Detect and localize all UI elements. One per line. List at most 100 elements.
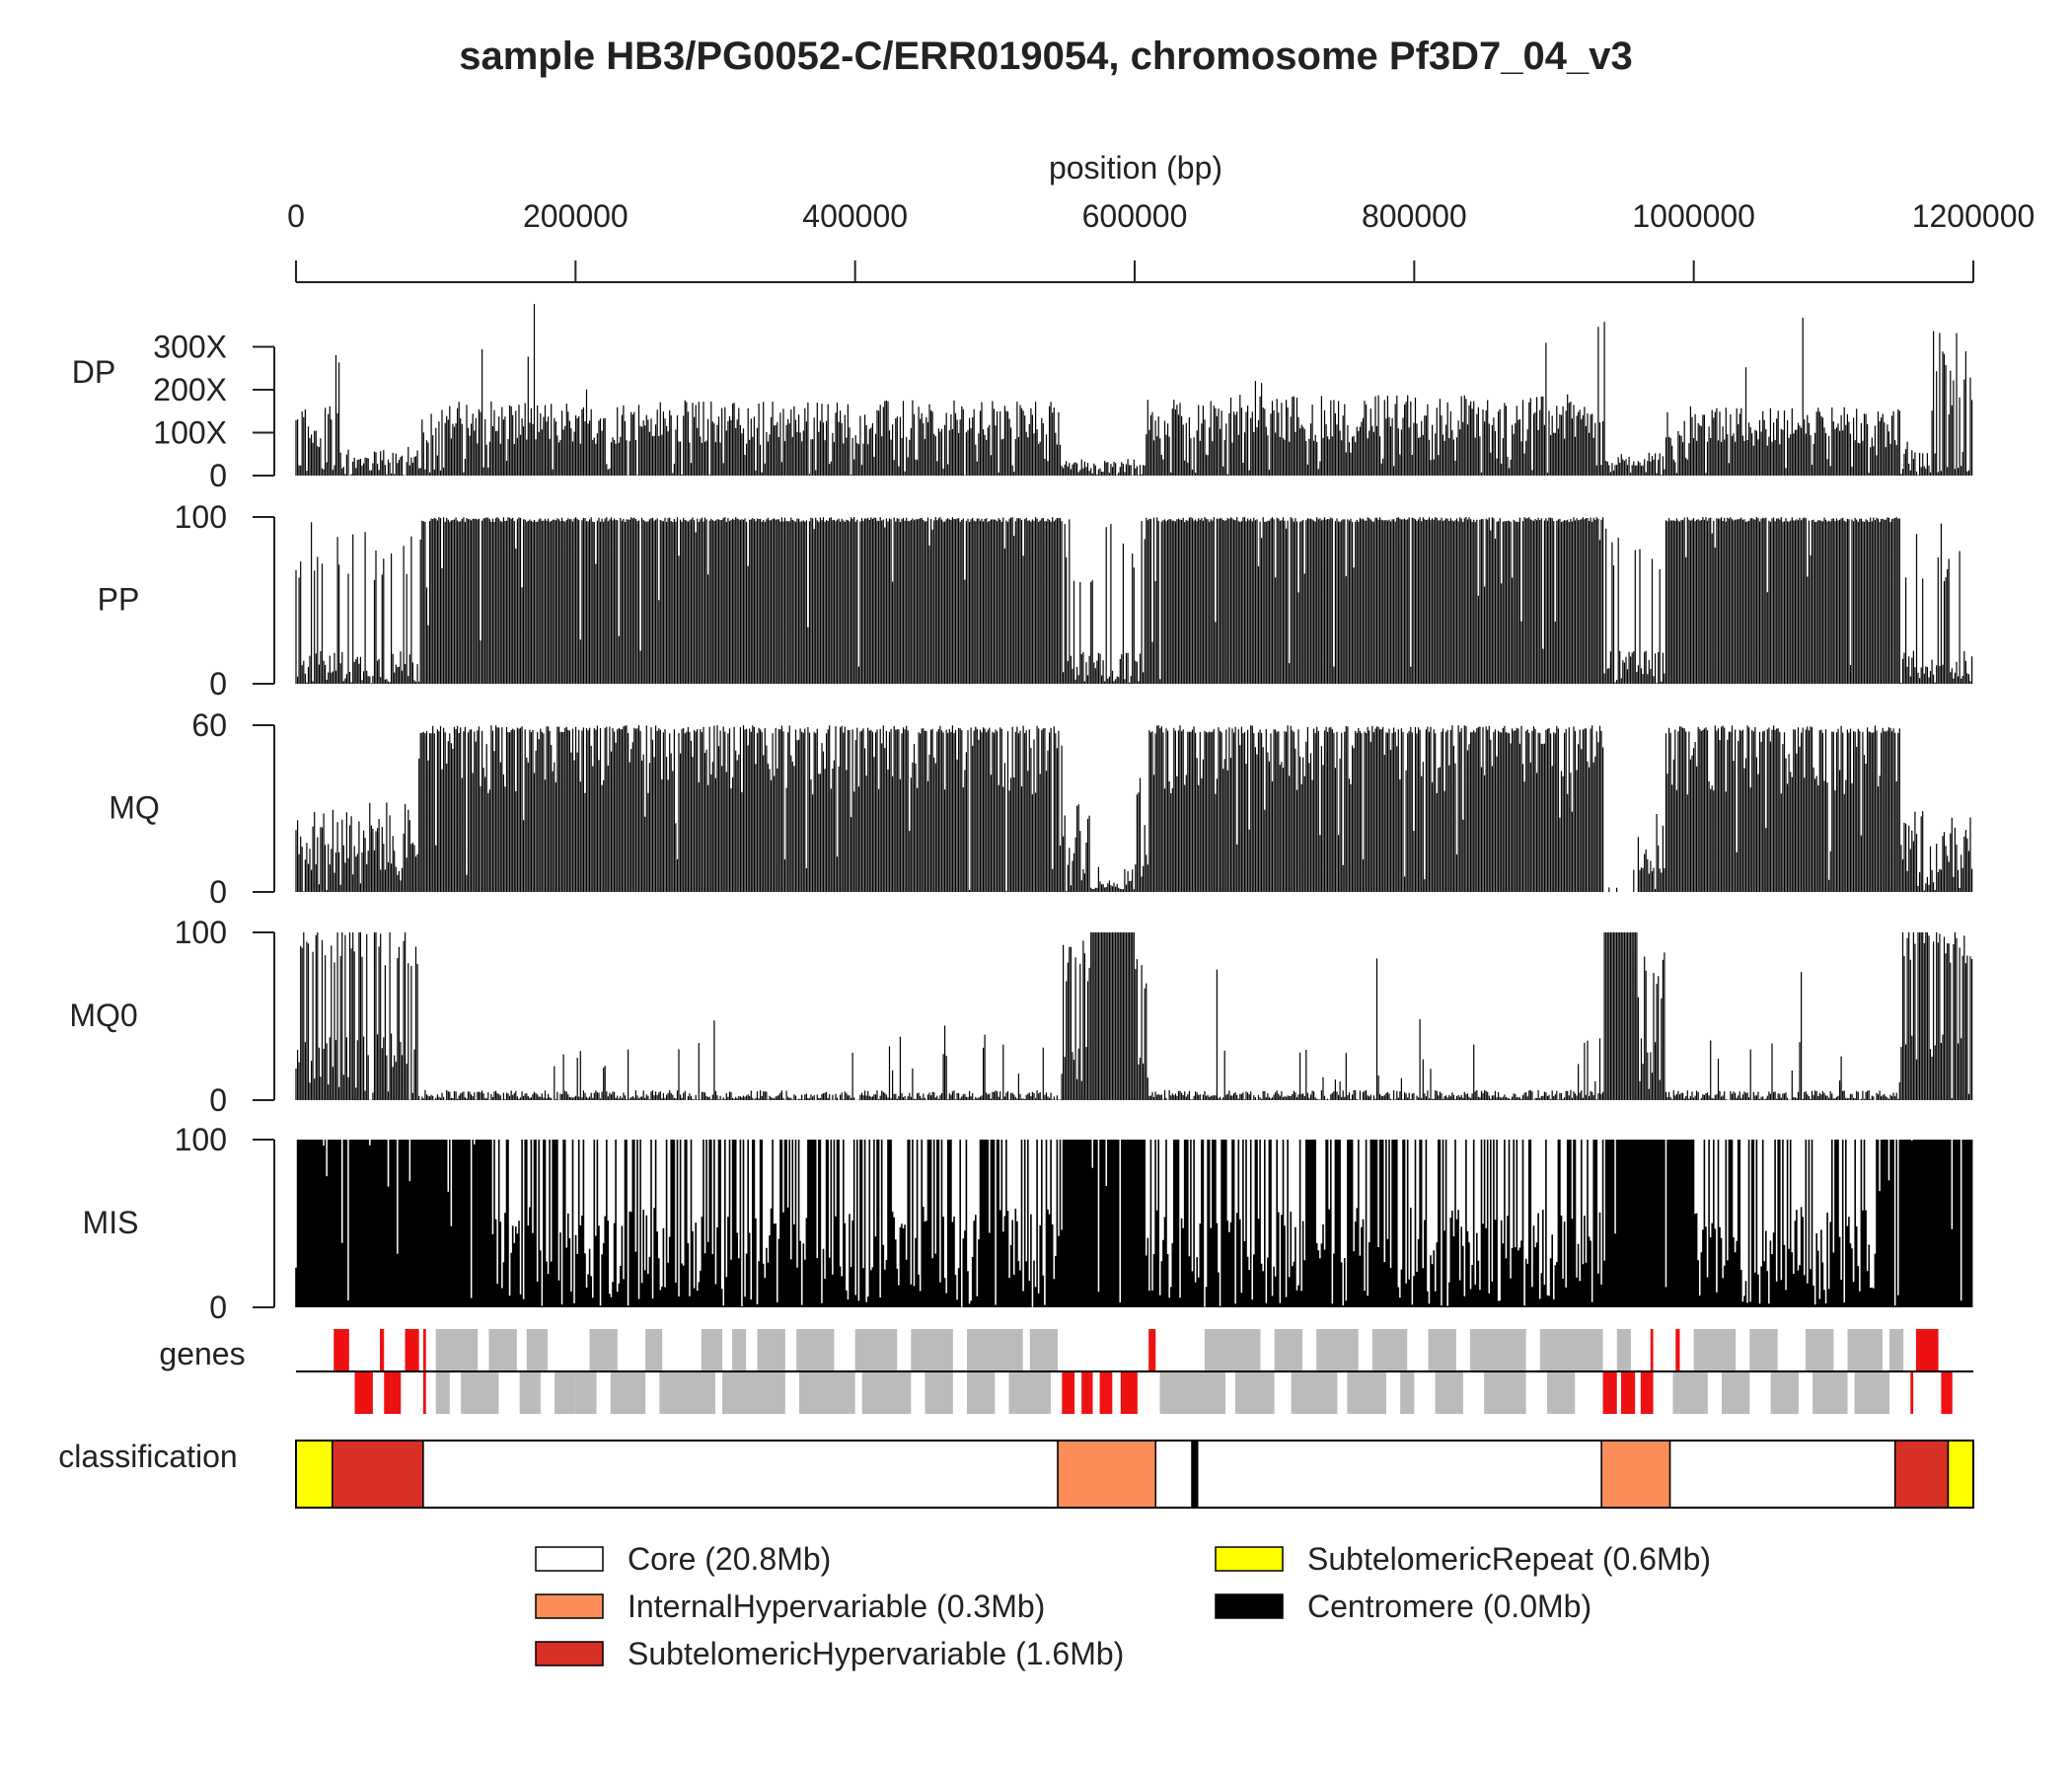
x-tick-label: 0 bbox=[287, 198, 305, 234]
track-pp: 0 100 PP bbox=[98, 499, 1973, 702]
y-tick-label: 100 bbox=[175, 915, 227, 950]
gene-forward bbox=[1847, 1329, 1883, 1370]
gene-reverse-hypervariable bbox=[422, 1372, 426, 1414]
gene-reverse bbox=[967, 1372, 996, 1414]
gene-forward-hypervariable bbox=[1675, 1329, 1680, 1370]
gene-reverse bbox=[722, 1372, 785, 1414]
legend: Core (20.8Mb) InternalHypervariable (0.3M… bbox=[535, 1541, 1711, 1671]
y-tick-label: 0 bbox=[209, 458, 227, 493]
track-signal-dp bbox=[295, 304, 1973, 476]
gene-forward bbox=[854, 1329, 898, 1370]
gene-forward bbox=[1316, 1329, 1359, 1370]
y-tick-label: 0 bbox=[209, 1290, 227, 1325]
gene-forward bbox=[1693, 1329, 1737, 1370]
gene-forward-hypervariable bbox=[1650, 1329, 1654, 1370]
chart-title: sample HB3/PG0052-C/ERR019054, chromosom… bbox=[459, 35, 1633, 78]
gene-reverse-hypervariable bbox=[1099, 1372, 1113, 1414]
gene-reverse bbox=[659, 1372, 715, 1414]
track-signal-mis bbox=[295, 1140, 1973, 1307]
gene-track: genes bbox=[159, 1329, 1973, 1414]
gene-forward bbox=[732, 1329, 747, 1370]
gene-reverse bbox=[1546, 1372, 1576, 1414]
x-axis: 0 200000 400000 600000 800000 1000000 1200000 bbox=[287, 198, 2035, 283]
classification-segment-subtelomericrepeat bbox=[295, 1440, 333, 1509]
gene-reverse-hypervariable bbox=[1910, 1372, 1914, 1414]
gene-reverse-hypervariable bbox=[1640, 1372, 1654, 1414]
legend-label: InternalHypervariable (0.3Mb) bbox=[628, 1589, 1045, 1624]
gene-reverse bbox=[1722, 1372, 1750, 1414]
legend-swatch-subtelomerichypervariable bbox=[535, 1641, 604, 1666]
legend-label: Centromere (0.0Mb) bbox=[1307, 1589, 1591, 1624]
classification-segment-internalhypervariable bbox=[1057, 1440, 1157, 1509]
classification-segment-core bbox=[1668, 1440, 1896, 1509]
gene-reverse-hypervariable bbox=[1621, 1372, 1636, 1414]
x-tick-label: 600000 bbox=[1082, 198, 1188, 234]
legend-swatch-subtelomericrepeat bbox=[1215, 1546, 1284, 1572]
gene-reverse-hypervariable bbox=[1602, 1372, 1617, 1414]
y-tick-label: 200X bbox=[153, 372, 227, 407]
classification-segment-centromere bbox=[1191, 1440, 1199, 1509]
x-tick-label: 1000000 bbox=[1632, 198, 1755, 234]
gene-forward bbox=[1470, 1329, 1526, 1370]
track-name: MQ0 bbox=[69, 998, 137, 1033]
y-tick-label: 100X bbox=[153, 415, 227, 451]
gene-reverse bbox=[1400, 1372, 1415, 1414]
gene-reverse bbox=[861, 1372, 912, 1414]
gene-forward bbox=[526, 1329, 548, 1370]
gene-forward-hypervariable bbox=[1915, 1329, 1939, 1370]
gene-reverse bbox=[1235, 1372, 1275, 1414]
gene-reverse bbox=[555, 1372, 576, 1414]
gene-forward-hypervariable bbox=[333, 1329, 349, 1370]
gene-reverse bbox=[461, 1372, 499, 1414]
classification-segment-subtelomerichypervariable bbox=[1893, 1440, 1950, 1509]
track-mq: 0 60 MQ bbox=[109, 707, 1973, 910]
y-tick-label: 300X bbox=[153, 330, 227, 365]
track-name: MQ bbox=[109, 790, 160, 826]
classification-frame bbox=[295, 1440, 1974, 1509]
x-tick-label: 800000 bbox=[1362, 198, 1467, 234]
track-signal-mq bbox=[295, 725, 1973, 892]
gene-reverse-hypervariable bbox=[354, 1372, 373, 1414]
gene-reverse bbox=[610, 1372, 646, 1414]
track-dp: 0 100X 200X 300X DP bbox=[72, 304, 1973, 493]
classification-segment-core bbox=[422, 1440, 1059, 1509]
gene-reverse bbox=[1672, 1372, 1708, 1414]
gene-forward bbox=[1539, 1329, 1603, 1370]
y-tick-label: 0 bbox=[209, 874, 227, 910]
gene-forward bbox=[435, 1329, 479, 1370]
gene-forward bbox=[1029, 1329, 1059, 1370]
gene-forward-hypervariable bbox=[380, 1329, 385, 1370]
gene-forward bbox=[488, 1329, 517, 1370]
gene-reverse bbox=[1008, 1372, 1051, 1414]
y-tick-label: 100 bbox=[175, 499, 227, 535]
legend-label: SubtelomericHypervariable (1.6Mb) bbox=[628, 1636, 1124, 1671]
gene-reverse bbox=[435, 1372, 450, 1414]
legend-label: Core (20.8Mb) bbox=[628, 1541, 831, 1577]
gene-forward bbox=[1806, 1329, 1834, 1370]
gene-reverse bbox=[1435, 1372, 1463, 1414]
gene-reverse bbox=[1813, 1372, 1848, 1414]
legend-label: SubtelomericRepeat (0.6Mb) bbox=[1307, 1541, 1711, 1577]
gene-forward bbox=[1889, 1329, 1904, 1370]
gene-forward-hypervariable bbox=[1148, 1329, 1156, 1370]
track-signal-pp bbox=[295, 517, 1973, 684]
gene-forward bbox=[701, 1329, 723, 1370]
gene-reverse bbox=[1484, 1372, 1526, 1414]
gene-reverse bbox=[1770, 1372, 1799, 1414]
gene-forward bbox=[757, 1329, 785, 1370]
x-axis-label: position (bp) bbox=[1049, 150, 1222, 185]
track-mis: 0 100 MIS bbox=[83, 1122, 1973, 1325]
classification-segment-internalhypervariable bbox=[1600, 1440, 1671, 1509]
x-tick-label: 1200000 bbox=[1912, 198, 2035, 234]
gene-reverse bbox=[519, 1372, 541, 1414]
gene-reverse bbox=[575, 1372, 597, 1414]
gene-forward bbox=[1204, 1329, 1261, 1370]
classification-segment-subtelomericrepeat bbox=[1947, 1440, 1974, 1509]
track-name: MIS bbox=[83, 1205, 139, 1240]
gene-forward bbox=[1616, 1329, 1631, 1370]
y-tick-label: 0 bbox=[209, 666, 227, 702]
gene-reverse-hypervariable bbox=[384, 1372, 402, 1414]
gene-reverse bbox=[1159, 1372, 1226, 1414]
